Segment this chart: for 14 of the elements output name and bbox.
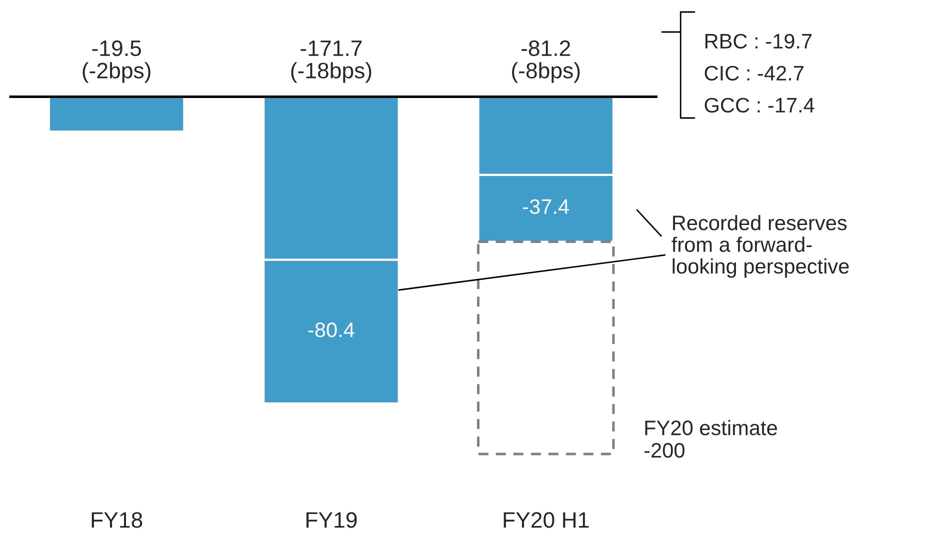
x-tick-label: FY20 H1 <box>504 512 589 528</box>
text: CIC : -42.7 <box>704 66 804 81</box>
total-label: -81.2 (-8bps) <box>512 40 580 83</box>
data-label: -80.4 <box>308 322 354 338</box>
total-label: -19.5 (-2bps) <box>82 40 150 83</box>
annotation: FY20 estimate -200 <box>644 420 777 458</box>
bar <box>476 240 615 456</box>
text: RBC : -19.7 <box>705 34 812 49</box>
text: Recorded reserves from a forward- looking perspective <box>672 215 849 278</box>
text: GCC : -17.4 <box>704 98 814 113</box>
x-tick-label: FY19 <box>306 512 357 528</box>
total-label: -171.7 (-18bps) <box>291 40 372 83</box>
x-tick-label: FY18 <box>92 512 142 528</box>
data-label: -37.4 <box>523 199 569 214</box>
